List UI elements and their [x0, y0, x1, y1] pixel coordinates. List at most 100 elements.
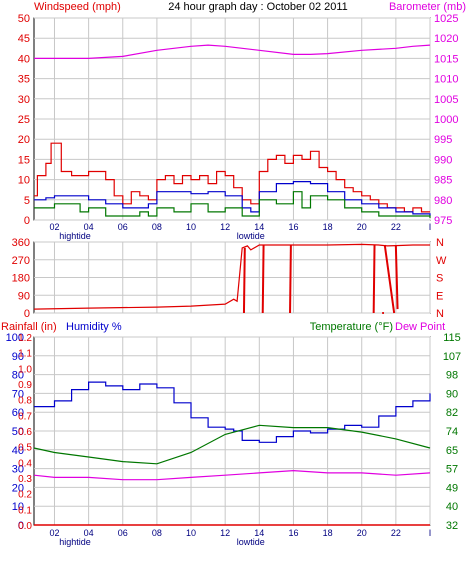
tide-label: hightide [59, 537, 91, 547]
direction-degree-label: 0 [24, 308, 30, 320]
rainfall-tick-label: 0.6 [18, 427, 32, 438]
humidity-tick-label: 70 [12, 388, 24, 400]
avg_wind-line [34, 181, 431, 216]
tide-label: hightide [59, 231, 91, 241]
hour-tick-label: 12 [220, 222, 230, 232]
barometer-tick-label: 1005 [434, 94, 458, 106]
rainfall-tick-label: 1.1 [18, 349, 32, 360]
hour-tick-label: 14 [254, 528, 264, 538]
hour-tick-label: 14 [254, 222, 264, 232]
wind-barometer-panel: 0510152025303540455097598098599099510001… [18, 13, 459, 241]
hour-tick-label: 22 [391, 222, 401, 232]
hour-tick-label: 20 [357, 222, 367, 232]
rainfall-tick-label: 0.2 [18, 490, 32, 501]
compass-label: E [436, 290, 443, 302]
wind-direction-spike [289, 244, 292, 314]
temperature-tick-label: 49 [446, 482, 458, 494]
dew_point-line [33, 469, 431, 481]
rainfall-axis-label: Rainfall (in) [1, 321, 57, 333]
temperature-tick-label: 40 [446, 501, 458, 513]
hour-tick-label: 22 [391, 528, 401, 538]
hour-tick-label: 08 [152, 528, 162, 538]
barometer-tick-label: 1025 [434, 13, 458, 25]
windspeed-line [34, 142, 430, 213]
rainfall-tick-label: 0.3 [18, 474, 32, 485]
rainfall-tick-label: 0.4 [18, 458, 32, 469]
windspeed-tick-label: 10 [18, 175, 30, 187]
direction-degree-label: 90 [18, 290, 30, 302]
barometer-line [34, 44, 431, 60]
hour-tick-label: 18 [323, 528, 333, 538]
windspeed-axis-label: Windspeed (mph) [34, 1, 121, 13]
temperature-tick-label: 98 [446, 370, 458, 382]
windspeed-tick-label: 5 [24, 195, 30, 207]
wind-direction-spike [242, 247, 246, 314]
wind-direction-spike [372, 244, 376, 314]
temperature-tick-label: 65 [446, 445, 458, 457]
barometer-tick-label: 975 [434, 215, 452, 227]
windspeed-tick-label: 30 [18, 94, 30, 106]
humidity-tick-label: 100 [6, 332, 24, 344]
hour-tick-label: 20 [357, 528, 367, 538]
windspeed-tick-label: 40 [18, 53, 30, 65]
rainfall-tick-label: 1.0 [18, 364, 32, 375]
humidity-tick-label: 90 [12, 351, 24, 363]
humidity-tick-label: 80 [12, 370, 24, 382]
rainfall-tick-label: 0.1 [18, 505, 32, 516]
hour-tick-label: 16 [288, 222, 298, 232]
wind-direction-spike [383, 244, 396, 314]
compass-label: S [436, 273, 443, 285]
hour-tick-label: 10 [186, 528, 196, 538]
dewpoint-axis-label: Dew Point [395, 321, 445, 333]
rainfall-tick-label: 1.2 [18, 333, 32, 344]
humidity-tick-label: 30 [12, 464, 24, 476]
humidity-temperature-panel: 0 10 20 30 40 50 60 70 80 90 100 0.0 0.1 0.2 0.3 0.4 0.5… [6, 332, 462, 547]
temperature-tick-label: 90 [446, 388, 458, 400]
hour-tick-label: 12 [220, 528, 230, 538]
hour-tick-label: 08 [152, 222, 162, 232]
direction-degree-label: 360 [12, 237, 30, 249]
rainfall-tick-label: 0.0 [18, 521, 32, 532]
hour-tick-label: I [429, 528, 432, 538]
hour-tick-label: 06 [118, 222, 128, 232]
windspeed-tick-label: 50 [18, 13, 30, 25]
humidity-tick-label: 20 [12, 482, 24, 494]
humidity-tick-label: 60 [12, 407, 24, 419]
direction-degree-label: 270 [12, 255, 30, 267]
rainfall-tick-label: 0.8 [18, 396, 32, 407]
hour-tick-label: 18 [323, 222, 333, 232]
temperature-tick-label: 107 [443, 351, 461, 363]
rainfall-tick-label: 0.5 [18, 443, 32, 454]
barometer-tick-label: 995 [434, 134, 452, 146]
direction-degree-label: 180 [12, 273, 30, 285]
compass-label: N [436, 237, 444, 249]
barometer-tick-label: 980 [434, 195, 452, 207]
compass-label: N [436, 308, 444, 320]
windspeed-tick-label: 15 [18, 154, 30, 166]
temperature-axis-label: Temperature (°F) [310, 321, 393, 333]
humidity-line [34, 381, 431, 443]
temperature-line [33, 424, 431, 465]
hour-tick-label: 16 [288, 528, 298, 538]
barometer-tick-label: 1020 [434, 33, 458, 45]
windspeed-tick-label: 20 [18, 134, 30, 146]
tide-label: lowtide [237, 231, 265, 241]
humidity-tick-label: 10 [12, 501, 24, 513]
hour-tick-label: 04 [84, 528, 94, 538]
windspeed-tick-label: 0 [24, 215, 30, 227]
barometer-tick-label: 1010 [434, 74, 458, 86]
chart-title: 24 hour graph day : October 02 2011 [168, 1, 348, 13]
hour-tick-label: 02 [49, 528, 59, 538]
temperature-tick-label: 115 [443, 332, 461, 344]
temperature-tick-label: 32 [446, 520, 458, 532]
hour-tick-label: I [429, 222, 432, 232]
temperature-tick-label: 57 [446, 464, 458, 476]
windspeed-tick-label: 45 [18, 33, 30, 45]
tide-label: lowtide [237, 537, 265, 547]
temperature-tick-label: 82 [446, 407, 458, 419]
windspeed-tick-label: 25 [18, 114, 30, 126]
barometer-tick-label: 985 [434, 175, 452, 187]
wind_gust_low-line [34, 191, 431, 218]
